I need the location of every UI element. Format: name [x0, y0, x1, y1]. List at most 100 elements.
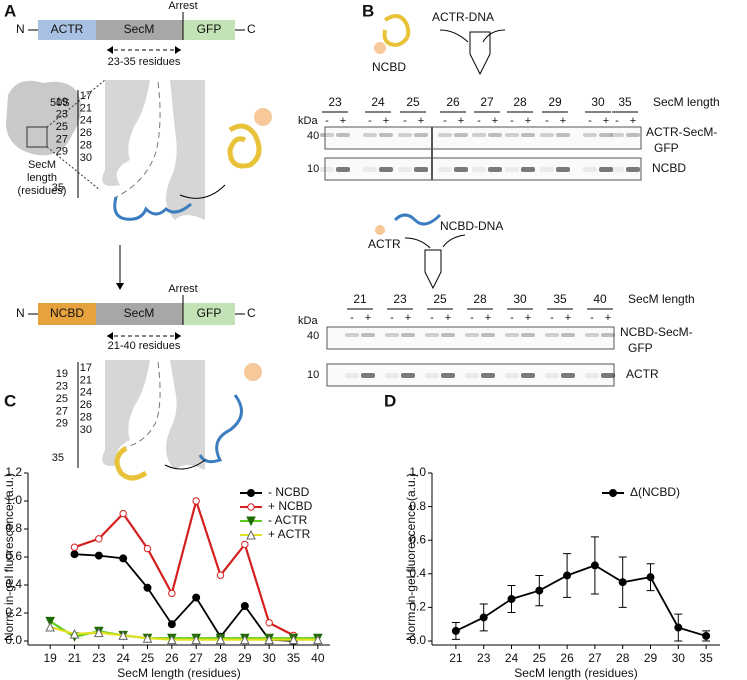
y-tick-label: 0.4 — [409, 566, 426, 580]
legend-label: - NCBD — [268, 485, 310, 499]
data-point — [118, 630, 128, 640]
series-line — [455, 564, 707, 637]
data-point — [215, 634, 226, 645]
length-number: 24 — [80, 115, 92, 127]
gel-band — [601, 333, 615, 337]
length-number: 17 — [80, 90, 92, 102]
series-line — [74, 553, 294, 642]
gel-band — [345, 333, 359, 337]
length-number: 27 — [56, 405, 68, 417]
add-arrows — [404, 234, 466, 249]
gel-band — [361, 373, 375, 378]
panel-label: B — [362, 1, 374, 20]
x-tick-label: 30 — [672, 651, 686, 665]
length-number: 21 — [80, 102, 92, 114]
gel-band — [401, 373, 415, 378]
length-number: 29 — [56, 146, 68, 158]
kda-label: kDa — [298, 115, 318, 127]
actr-chain — [113, 196, 192, 221]
data-point — [288, 634, 299, 645]
panel-label: C — [4, 391, 16, 410]
data-point — [265, 619, 273, 627]
data-point — [702, 631, 711, 640]
gel-band — [441, 373, 455, 378]
tunnel-wall — [166, 80, 205, 220]
data-point — [94, 627, 104, 638]
lane-sign: - — [510, 115, 514, 127]
lane-number: 25 — [406, 95, 420, 109]
length-number: 26 — [80, 399, 92, 411]
series-line — [49, 625, 318, 641]
legend-marker — [609, 489, 617, 497]
lane-sign: - — [350, 312, 354, 324]
gel-band — [599, 133, 613, 137]
panel-label: A — [4, 1, 16, 20]
x-tick-label: 28 — [214, 651, 228, 665]
data-point — [95, 535, 103, 543]
gel-band — [505, 333, 519, 337]
range-label: 21-40 residues — [108, 340, 181, 352]
gel-band — [454, 133, 468, 137]
y-tick-label: 0.6 — [409, 532, 426, 546]
lane-sign: - — [550, 312, 554, 324]
y-tick-label: 0.8 — [5, 521, 22, 535]
tunnel-wall — [166, 360, 205, 470]
lane-sign: - — [477, 115, 481, 127]
gel-band — [414, 133, 428, 137]
lane-number: 27 — [480, 95, 494, 109]
gel-band — [599, 167, 613, 172]
gel — [324, 157, 642, 181]
lane-sign: + — [405, 312, 411, 324]
tunnel-wall — [102, 360, 150, 466]
secm-box — [96, 303, 183, 325]
series-line — [49, 620, 318, 640]
lane-sign: - — [368, 115, 372, 127]
ribosome-label: 50S — [50, 97, 70, 109]
length-number: 27 — [56, 133, 68, 145]
length-number: 30 — [80, 424, 92, 436]
data-point — [646, 573, 655, 582]
length-number: 35 — [52, 452, 64, 464]
data-point — [479, 613, 488, 622]
linker-label: SecM — [124, 22, 155, 36]
y-tick-label: 0.4 — [5, 577, 22, 591]
lane-sign: - — [325, 115, 329, 127]
gel-band — [521, 167, 535, 172]
add-arrows — [439, 29, 506, 43]
gel-band — [610, 133, 624, 137]
y-axis-title: Norm. in-gel fluorescence (a.u.) — [2, 473, 16, 641]
lane-number: 23 — [328, 95, 342, 109]
gel-band — [472, 167, 486, 172]
n-term: N — [16, 22, 25, 36]
kda-label: kDa — [298, 315, 318, 327]
ncbd-protein — [227, 123, 262, 169]
gel-band — [454, 167, 468, 172]
x-tick-label: 19 — [43, 651, 57, 665]
fluorophore — [374, 42, 386, 54]
length-label: SecM — [28, 159, 56, 171]
lane-number: 29 — [548, 95, 562, 109]
gel-band — [561, 373, 575, 378]
gel — [326, 363, 615, 387]
y-tick-label: 1.0 — [5, 493, 22, 507]
lane-sign: - — [615, 115, 619, 127]
data-point — [70, 550, 79, 559]
gel-band — [505, 167, 519, 172]
lane-sign: + — [560, 115, 566, 127]
series-line — [74, 497, 295, 637]
tunnel-wall — [102, 80, 150, 186]
y-tick-label: 0.0 — [5, 633, 22, 647]
protein-label: ACTR — [368, 237, 401, 251]
length-label: length — [27, 172, 57, 184]
n-term: N — [16, 306, 25, 320]
data-point — [191, 634, 201, 645]
length-number: 19 — [56, 96, 68, 108]
gel-band — [545, 373, 559, 378]
lane-sign: - — [590, 312, 594, 324]
length-number: 29 — [56, 418, 68, 430]
lane-sign: - — [545, 115, 549, 127]
band-label: ACTR — [626, 367, 659, 381]
length-number: 19 — [56, 368, 68, 380]
actr-protein — [198, 394, 243, 464]
x-axis-title: SecM length (residues) — [514, 666, 637, 680]
